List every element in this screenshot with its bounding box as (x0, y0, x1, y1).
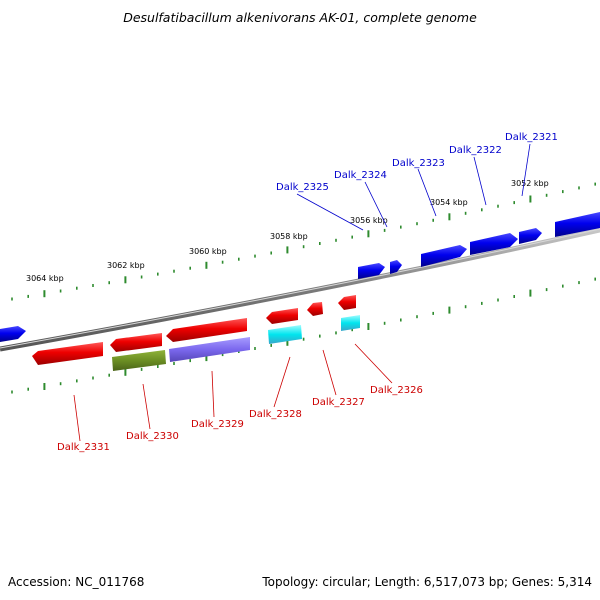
scale-label-3064: 3064 kbp (26, 274, 64, 283)
top-gene-labels: Dalk_2325 Dalk_2324 Dalk_2323 Dalk_2322 … (276, 132, 558, 193)
feature-block-cyan-large[interactable] (268, 325, 302, 344)
gene-arrow-dalk-2324[interactable] (390, 260, 402, 274)
bottom-gene-labels: Dalk_2331 Dalk_2330 Dalk_2329 Dalk_2328 … (57, 385, 423, 453)
gene-label-dalk-2329[interactable]: Dalk_2329 (191, 419, 244, 430)
gene-label-dalk-2322[interactable]: Dalk_2322 (449, 145, 502, 156)
reverse-strand-genes (32, 295, 356, 365)
scale-label-3058: 3058 kbp (270, 232, 308, 241)
gene-arrow-dalk-2322[interactable] (470, 233, 518, 255)
gene-arrow-blue[interactable] (0, 326, 26, 342)
gene-arrow-dalk-2323[interactable] (421, 245, 467, 267)
gene-label-dalk-2321[interactable]: Dalk_2321 (505, 132, 558, 143)
gene-arrow-dalk-2330[interactable] (110, 333, 162, 352)
bottom-leader-lines (73, 343, 393, 442)
gene-label-dalk-2327[interactable]: Dalk_2327 (312, 397, 365, 408)
inner-feature-blocks (112, 315, 360, 371)
accession-text: Accession: NC_011768 (8, 575, 144, 589)
summary-text: Topology: circular; Length: 6,517,073 bp… (261, 575, 592, 589)
scale-labels: 3064 kbp 3062 kbp 3060 kbp 3058 kbp 3056… (26, 179, 549, 283)
gene-label-dalk-2331[interactable]: Dalk_2331 (57, 442, 110, 453)
gene-label-dalk-2326[interactable]: Dalk_2326 (370, 385, 423, 396)
gene-arrow-dalk-2331[interactable] (32, 342, 103, 365)
map-title: Desulfatibacillum alkenivorans AK-01, co… (123, 10, 477, 25)
top-leader-lines (296, 143, 531, 231)
genome-backbone (0, 227, 600, 352)
scale-label-3052: 3052 kbp (511, 179, 549, 188)
scale-label-3060: 3060 kbp (189, 247, 227, 256)
gene-arrow-dalk-2327[interactable] (307, 302, 323, 316)
gene-label-dalk-2323[interactable]: Dalk_2323 (392, 158, 445, 169)
scale-label-3056: 3056 kbp (350, 216, 388, 225)
gene-label-dalk-2324[interactable]: Dalk_2324 (334, 170, 387, 181)
scale-label-3062: 3062 kbp (107, 261, 145, 270)
gene-arrow-blue-right[interactable] (555, 212, 600, 237)
gene-label-dalk-2330[interactable]: Dalk_2330 (126, 431, 179, 442)
forward-strand-genes (0, 212, 600, 342)
gene-arrow-dalk-2321[interactable] (519, 228, 542, 244)
gene-arrow-dalk-2326[interactable] (338, 295, 356, 310)
feature-block-olive[interactable] (112, 350, 166, 371)
gene-arrow-dalk-2325[interactable] (358, 263, 385, 279)
gene-label-dalk-2325[interactable]: Dalk_2325 (276, 182, 329, 193)
gene-label-dalk-2328[interactable]: Dalk_2328 (249, 409, 302, 420)
feature-block-slate[interactable] (169, 337, 250, 362)
gene-arrow-dalk-2328[interactable] (266, 308, 298, 324)
scale-label-3054: 3054 kbp (430, 198, 468, 207)
inner-tick-row (11, 277, 597, 394)
feature-block-cyan-small[interactable] (341, 315, 360, 331)
gene-arrow-dalk-2329[interactable] (166, 318, 247, 342)
outer-tick-row (11, 182, 597, 301)
